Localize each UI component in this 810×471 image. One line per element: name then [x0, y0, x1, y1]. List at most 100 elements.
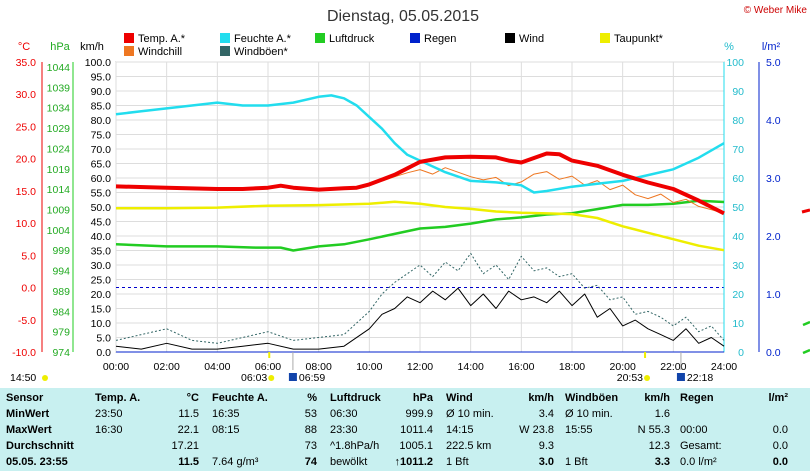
right-edge-partial [801, 208, 810, 355]
series-line-taupunkt [116, 200, 725, 252]
humidity-tick-label: 30 [732, 260, 744, 272]
legend: Temp. A.*Windchill Feuchte A.*Windböen* Lu… [124, 33, 664, 58]
stats-cell-value: 3.0 [538, 456, 554, 468]
sun-icon [268, 375, 275, 381]
stats-header-label: Luftdruck [330, 392, 381, 404]
legend-swatch [220, 46, 230, 56]
pressure-tick-label: 1019 [47, 164, 71, 176]
legend-label: Wind [519, 33, 544, 45]
axes: 00:00 02:00 04:00 06:00 08:00 10:00 12:00 14:00… [12, 57, 781, 373]
series-line-wind [115, 287, 725, 350]
stats-cell-value: N 55.3 [637, 424, 670, 436]
time-tick-label: 14:00 [458, 361, 484, 373]
statistics-panel: Sensor Temp. A. °C Feuchte A.% Luftdruck hPa W… [0, 388, 810, 471]
series-line-windchill [381, 167, 725, 214]
pressure-tick-label: 1039 [47, 82, 71, 94]
pressure-tick-label: 1044 [47, 62, 71, 74]
stats-header-label: Wind [446, 392, 473, 404]
pressure-tick-label: 979 [52, 327, 70, 339]
twilight-icon [676, 373, 685, 381]
pressure-tick-label: 994 [52, 266, 70, 278]
stats-header-unit: hPa [412, 392, 433, 404]
civil-sunrise-time: 06:59 [299, 372, 325, 384]
humidity-tick-label: 70 [732, 144, 744, 156]
wind-unit-label: km/h [80, 41, 104, 53]
wind-tick-label: 30.0 [91, 260, 112, 272]
stats-cell-sub: 16:35 [212, 408, 240, 420]
temp-tick-label: 25.0 [16, 121, 37, 133]
wind-tick-label: 75.0 [91, 130, 112, 142]
time-tick-label: 06:00 [255, 361, 281, 373]
sunset-time: 20:53 [617, 372, 643, 384]
humidity-tick-label: 0 [738, 347, 744, 359]
temp-tick-label: 30.0 [16, 89, 37, 101]
stats-cell-sub: 14:15 [446, 424, 474, 436]
stats-cell-value: 1011.4 [400, 424, 433, 436]
humidity-tick-label: 20 [732, 289, 744, 301]
stats-header-label: Temp. A. [95, 392, 141, 404]
legend-label: Regen [424, 33, 456, 45]
stats-header-label: Windböen [565, 392, 619, 404]
pressure-tick-label: 999 [52, 245, 70, 257]
stats-header-unit: l/m² [768, 392, 788, 404]
moonrise-time: 14:50 [10, 372, 36, 384]
wind-tick-label: 25.0 [91, 275, 112, 287]
twilight-icon [288, 373, 297, 381]
legend-swatch [410, 33, 420, 43]
series-line-temp-a [115, 151, 725, 216]
stats-cell-value: W 23.8 [519, 424, 554, 436]
astro-markers: 14:50 06:03 20:53 06:59 22:18 [10, 352, 713, 384]
stats-header-unit: °C [186, 392, 199, 404]
stats-cell-value: 11.5 [178, 456, 199, 468]
stats-cell-sub: 23:30 [330, 424, 358, 436]
humidity-tick-label: 10 [732, 318, 744, 330]
edge-pressure-stub [802, 320, 810, 327]
temp-tick-label: 5.0 [21, 250, 36, 262]
stats-row-label: MaxWert [6, 424, 52, 436]
sunrise-time: 06:03 [241, 372, 267, 384]
stats-cell-sub: 0.0 l/m² [680, 456, 717, 468]
credit-label: © Weber Mike [744, 5, 808, 16]
series-line-luftdruck [115, 199, 725, 252]
humidity-tick-label: 80 [732, 115, 744, 127]
stats-cell-sub: 7.64 g/m³ [212, 456, 259, 468]
stats-cell-value: 12.3 [648, 440, 670, 452]
temp-tick-label: 15.0 [16, 186, 37, 198]
time-tick-label: 22:00 [660, 361, 686, 373]
stats-header-unit: % [307, 392, 317, 404]
series-line-windb-en [115, 252, 725, 344]
time-tick-label: 04:00 [204, 361, 230, 373]
stats-cell-value: 9.3 [538, 440, 554, 452]
stats-cell-value: 3.3 [654, 456, 670, 468]
stats-header-label: Feuchte A. [212, 392, 268, 404]
stats-cell-value: 22.1 [177, 424, 199, 436]
pressure-tick-label: 1024 [47, 143, 71, 155]
legend-label: Windchill [138, 46, 182, 58]
humidity-tick-label: 50 [732, 202, 744, 214]
pressure-tick-label: 1014 [47, 184, 71, 196]
wind-tick-label: 15.0 [91, 304, 112, 316]
stats-cell-sub: 1 Bft [565, 456, 588, 468]
pressure-tick-label: 1034 [47, 103, 71, 115]
temp-tick-label: -10.0 [12, 347, 36, 359]
moon-icon [42, 375, 48, 381]
wind-tick-label: 10.0 [91, 318, 112, 330]
humidity-tick-label: 90 [732, 86, 744, 98]
pressure-tick-label: 984 [52, 306, 70, 318]
pressure-tick-label: 1029 [47, 123, 71, 135]
stats-cell-sub: 23:50 [95, 408, 123, 420]
stats-cell-sub: 08:15 [212, 424, 240, 436]
time-tick-label: 24:00 [711, 361, 737, 373]
wind-tick-label: 50.0 [91, 202, 112, 214]
wind-tick-label: 95.0 [91, 72, 112, 84]
stats-header-unit: km/h [528, 392, 554, 404]
time-tick-label: 12:00 [407, 361, 433, 373]
edge-temp-stub [801, 208, 810, 214]
weather-chart: Dienstag, 05.05.2015 © Weber Mike °C hPa… [10, 5, 810, 384]
wind-tick-label: 5.0 [96, 333, 111, 345]
stats-cell-sub: 15:55 [565, 424, 593, 436]
stats-cell-value: 0.0 [772, 440, 788, 452]
pressure-tick-label: 1009 [47, 205, 71, 217]
humidity-tick-label: 40 [732, 231, 744, 243]
stats-row-label: 05.05. 23:55 [6, 456, 68, 468]
